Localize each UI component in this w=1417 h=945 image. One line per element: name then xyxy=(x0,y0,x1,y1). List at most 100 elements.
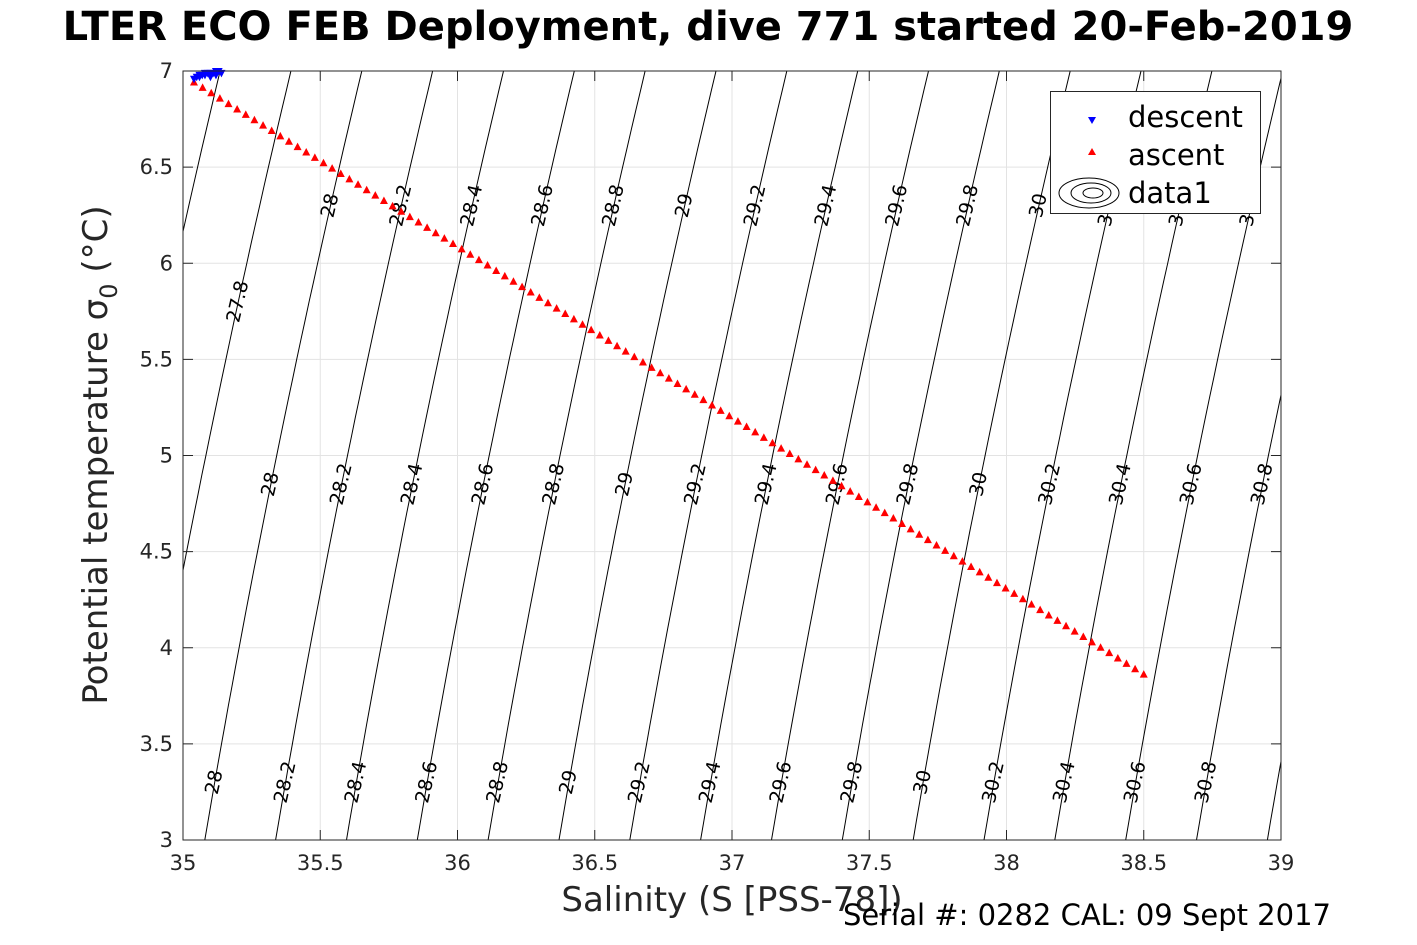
ascent-point xyxy=(423,223,432,231)
ascent-point xyxy=(233,104,242,113)
contour-label: 29 xyxy=(671,191,698,220)
ascent-point xyxy=(1010,589,1019,597)
x-axis-label: Salinity (S [PSS-78]) xyxy=(561,880,903,920)
contour-labels: 2828.228.428.628.82929.229.429.629.83030… xyxy=(201,182,1278,805)
ascent-point xyxy=(578,320,587,328)
y-axis-label: Potential temperature σ0 (°C) xyxy=(76,205,123,704)
isopycnal-line xyxy=(0,71,149,840)
ascent-point xyxy=(224,99,233,108)
ascent-point xyxy=(863,497,872,506)
descent-series xyxy=(189,68,226,84)
descent-marker-icon xyxy=(1088,117,1096,124)
x-tick-label: 37.5 xyxy=(846,851,893,875)
descent-point xyxy=(206,73,215,82)
ascent-point xyxy=(483,261,492,269)
ascent-point xyxy=(397,207,406,215)
ascent-point xyxy=(699,395,708,404)
ascent-point xyxy=(1079,632,1088,640)
ascent-point xyxy=(328,164,337,172)
ascent-point xyxy=(595,331,604,339)
isopycnal-line xyxy=(183,71,292,573)
ascent-point xyxy=(276,131,285,140)
ascent-point xyxy=(371,191,380,199)
ascent-point xyxy=(569,314,578,323)
ascent-point xyxy=(405,212,414,221)
ascent-point xyxy=(759,433,768,441)
ascent-point xyxy=(1027,600,1036,608)
ascent-point xyxy=(587,325,596,334)
contour-label: 28 xyxy=(257,470,284,499)
isopycnal-line xyxy=(1338,71,1417,840)
ascent-point xyxy=(854,492,863,501)
isopycnal-line xyxy=(629,71,788,840)
y-axis-ticks: 3 3.5 4 4.5 5 5.5 6 6.5 7 xyxy=(140,59,1281,852)
ascent-point xyxy=(941,546,950,554)
ascent-point xyxy=(250,115,259,124)
ascent-point xyxy=(1062,621,1071,630)
ascent-series xyxy=(189,78,1148,678)
x-axis-ticks: 35 35.5 36 36.5 37 37.5 38 38.5 39 xyxy=(170,71,1294,875)
ascent-point xyxy=(1087,637,1096,646)
ascent-point xyxy=(345,174,354,183)
x-tick-label: 36 xyxy=(444,851,471,875)
legend-label-data1: data1 xyxy=(1128,176,1212,210)
isopycnal-line xyxy=(1196,392,1281,840)
ascent-point xyxy=(431,228,440,237)
legend: descent ascent data1 xyxy=(1050,91,1261,214)
legend-item-data1: data1 xyxy=(1051,173,1260,211)
isopycnal-line xyxy=(558,71,717,840)
isopycnal-line xyxy=(1409,71,1417,840)
contour-label: 28 xyxy=(201,768,228,797)
ascent-point xyxy=(1053,616,1062,624)
isopycnal-line xyxy=(416,71,575,840)
isopycnal-line xyxy=(487,71,646,840)
isopycnal-line xyxy=(0,71,78,840)
y-axis-label-sigma: σ xyxy=(76,298,116,321)
y-tick-label: 6.5 xyxy=(140,155,173,179)
ascent-point xyxy=(897,519,906,527)
ascent-point xyxy=(794,454,803,463)
x-tick-label: 35 xyxy=(170,851,197,875)
descent-point xyxy=(195,73,204,82)
ascent-point xyxy=(690,390,699,398)
legend-item-ascent: ascent xyxy=(1051,135,1260,173)
ascent-point xyxy=(647,363,656,371)
y-tick-label: 4.5 xyxy=(140,540,173,564)
ascent-point xyxy=(984,573,993,581)
ascent-point xyxy=(310,153,319,161)
legend-label-ascent: ascent xyxy=(1128,138,1225,172)
ascent-point xyxy=(915,530,924,538)
ascent-point xyxy=(474,255,483,264)
contour-swatch-icon xyxy=(1058,177,1120,209)
ascent-point xyxy=(751,427,760,436)
ascent-point xyxy=(837,481,846,490)
descent-point xyxy=(217,69,226,78)
ascent-point xyxy=(673,379,682,387)
ascent-point xyxy=(1122,659,1131,667)
chart-title: LTER ECO FEB Deployment, dive 771 starte… xyxy=(62,4,1354,50)
ascent-point xyxy=(1113,654,1122,662)
legend-item-descent: descent xyxy=(1051,97,1260,135)
descent-point xyxy=(200,71,209,80)
contour-label: 28 xyxy=(317,191,344,220)
ascent-point xyxy=(682,384,691,393)
x-tick-label: 38 xyxy=(993,851,1020,875)
ascent-point xyxy=(388,201,397,210)
ascent-point xyxy=(1001,584,1010,592)
ascent-point xyxy=(638,357,647,366)
y-tick-label: 6 xyxy=(160,251,173,275)
ascent-point xyxy=(967,562,976,571)
ascent-point xyxy=(656,368,665,377)
ascent-point xyxy=(1018,594,1027,603)
contour-label: 29 xyxy=(611,470,638,499)
y-tick-label: 5.5 xyxy=(140,347,173,371)
contour-label: 29 xyxy=(555,768,582,797)
ascent-point xyxy=(440,234,449,242)
ascent-point xyxy=(604,336,613,344)
ascent-point xyxy=(992,578,1001,587)
isopycnal-line xyxy=(183,71,221,234)
ascent-point xyxy=(708,401,717,409)
x-tick-label: 35.5 xyxy=(297,851,344,875)
ascent-point xyxy=(362,185,371,194)
ascent-point xyxy=(449,239,458,248)
